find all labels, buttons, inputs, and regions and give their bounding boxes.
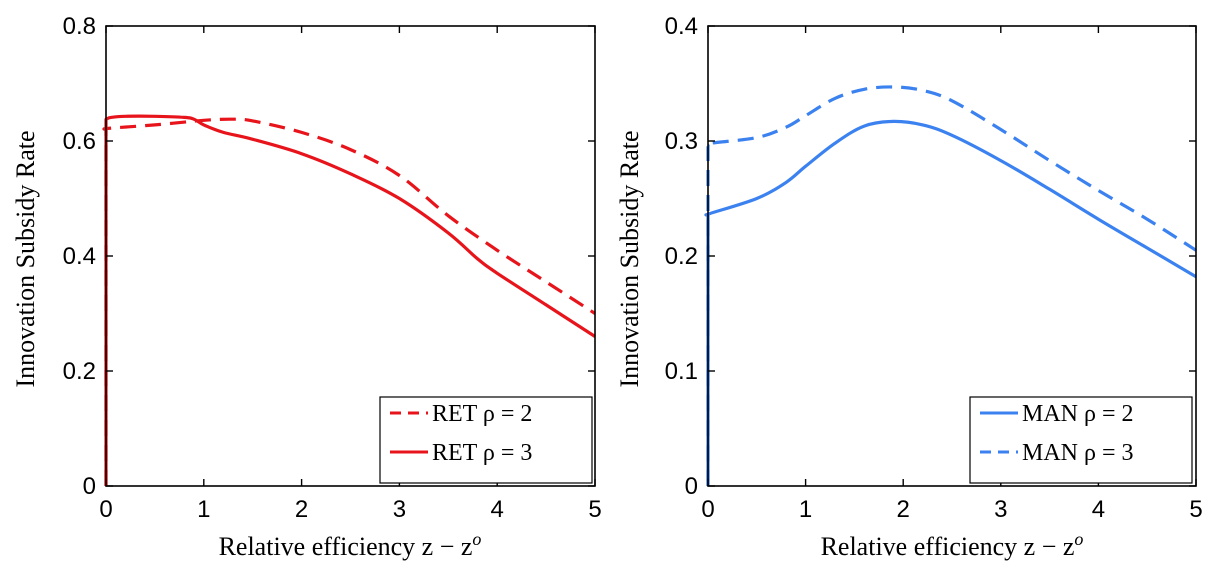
right-legend: MAN ρ = 2 MAN ρ = 3: [969, 396, 1193, 484]
left-x-tick-labels: 0 1 2 3 4 5: [99, 496, 601, 523]
right-series: [704, 85, 1197, 486]
right-x-tick-label: 2: [897, 496, 910, 523]
left-x-tick-label: 0: [99, 496, 112, 523]
right-legend-entry-0: MAN ρ = 2: [1022, 401, 1134, 427]
right-x-tick-label: 3: [994, 496, 1007, 523]
left-x-axis-label: Relative efficiency z − zo: [219, 529, 482, 561]
left-y-tick-label: 0.8: [63, 13, 96, 40]
right-legend-box: [969, 396, 1193, 484]
right-x-axis-label: Relative efficiency z − zo: [821, 529, 1084, 561]
left-x-tick-label: 3: [393, 496, 406, 523]
right-series-line-0: [704, 119, 1197, 486]
left-series: [102, 114, 596, 486]
left-y-tick-label: 0.4: [63, 243, 96, 270]
left-legend-entry-1: RET ρ = 3: [432, 440, 532, 466]
right-ticks: [707, 25, 1197, 487]
left-series-line-1: [104, 114, 596, 486]
right-chart: Innovation Subsidy Rate 0 0.1 0.2 0.3 0.4 0 1…: [615, 13, 1203, 561]
right-series-line-1: [704, 85, 1197, 486]
right-y-tick-label: 0.3: [665, 128, 698, 155]
right-x-tick-labels: 0 1 2 3 4 5: [701, 496, 1202, 523]
right-x-axis-label-main: Relative efficiency z − z: [821, 532, 1075, 561]
left-legend-box: [379, 396, 593, 484]
right-y-tick-labels: 0 0.1 0.2 0.3 0.4: [665, 13, 698, 500]
right-x-tick-label: 1: [799, 496, 812, 523]
left-chart: Innovation Subsidy Rate 0 0.2 0.4 0.6 0.8 0 1…: [11, 13, 602, 561]
left-series-line-0: [102, 117, 596, 486]
left-y-tick-label: 0.6: [63, 128, 96, 155]
left-legend-entry-0: RET ρ = 2: [432, 401, 532, 427]
right-x-axis-label-sup: o: [1074, 529, 1083, 549]
left-y-tick-labels: 0 0.2 0.4 0.6 0.8: [63, 13, 96, 500]
right-legend-entry-1: MAN ρ = 3: [1022, 440, 1134, 466]
right-y-tick-label: 0.1: [665, 358, 698, 385]
left-x-tick-label: 5: [588, 496, 601, 523]
right-y-tick-label: 0: [685, 473, 698, 500]
left-y-tick-label: 0: [83, 473, 96, 500]
right-y-axis-label: Innovation Subsidy Rate: [615, 130, 644, 387]
left-x-tick-label: 2: [295, 496, 308, 523]
left-x-axis-label-sup: o: [472, 529, 481, 549]
right-x-tick-label: 5: [1189, 496, 1202, 523]
left-x-axis-label-main: Relative efficiency z − z: [219, 532, 473, 561]
left-y-axis-label: Innovation Subsidy Rate: [11, 130, 40, 387]
left-y-tick-label: 0.2: [63, 358, 96, 385]
left-x-tick-label: 4: [491, 496, 504, 523]
left-x-tick-label: 1: [197, 496, 210, 523]
right-y-tick-label: 0.2: [665, 243, 698, 270]
right-x-tick-label: 4: [1092, 496, 1105, 523]
right-x-tick-label: 0: [701, 496, 714, 523]
right-y-tick-label: 0.4: [665, 13, 698, 40]
left-legend: RET ρ = 2 RET ρ = 3: [379, 396, 593, 484]
